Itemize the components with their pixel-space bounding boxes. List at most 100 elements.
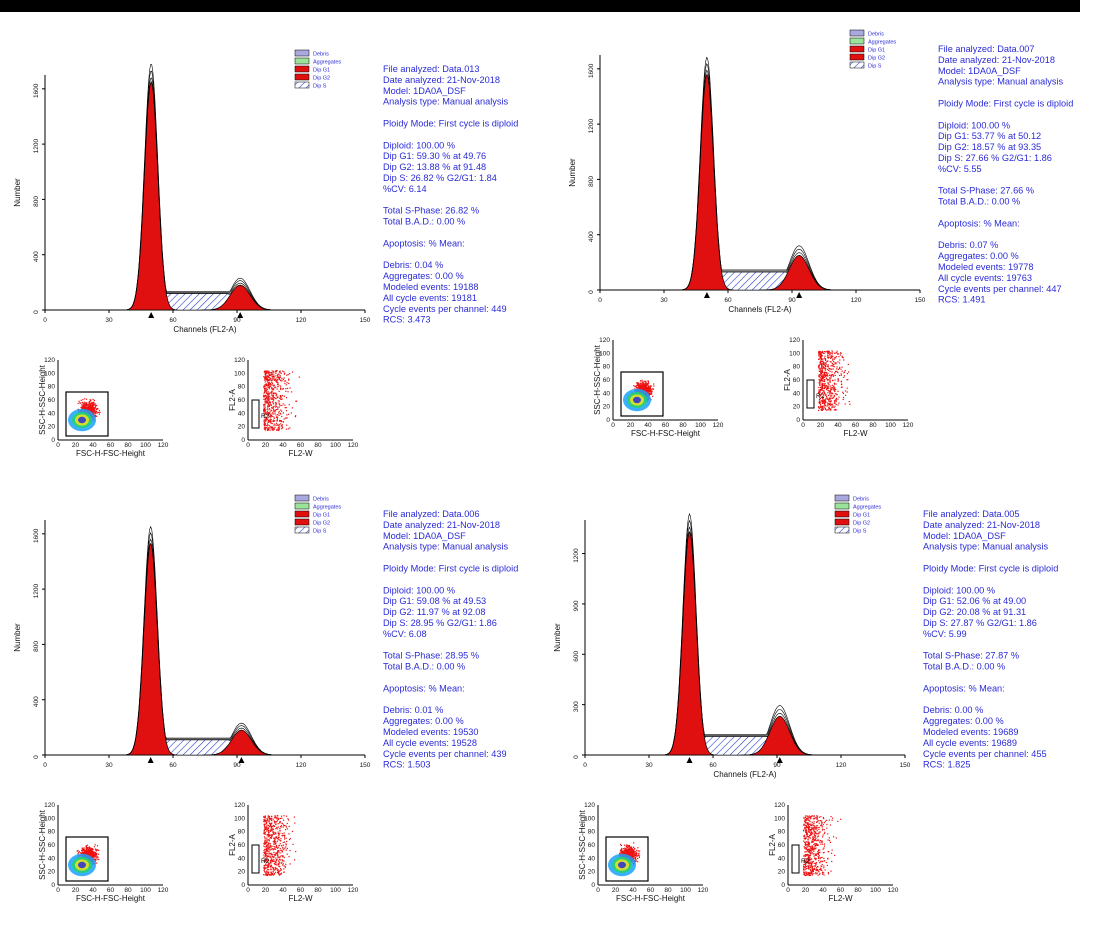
scatter-point	[821, 352, 822, 353]
scatter-point	[286, 816, 287, 817]
scatter-point	[267, 828, 268, 829]
scatter-point	[265, 855, 266, 856]
scatter-point	[283, 824, 284, 825]
scatter-point	[817, 840, 818, 841]
scatter-point	[274, 820, 275, 821]
analysis-info-line: Dip G2: 20.08 % at 91.31	[923, 607, 1026, 617]
scatter-point	[275, 869, 276, 870]
scatter-point	[266, 822, 267, 823]
scatter-point	[651, 389, 652, 390]
scatter-point	[273, 386, 274, 387]
scatter-point	[86, 845, 87, 846]
scatter-point	[285, 829, 286, 830]
legend-swatch	[295, 495, 309, 501]
scatter-point	[271, 828, 272, 829]
scatter-point	[282, 424, 283, 425]
scatter-point	[822, 352, 823, 353]
x-tick-label: 120	[851, 297, 862, 304]
scatter-point	[270, 837, 271, 838]
scatter-point	[834, 366, 835, 367]
scatter-point	[95, 844, 96, 845]
scatter-point	[288, 374, 289, 375]
scatter-point	[286, 382, 287, 383]
scatter-point	[272, 389, 273, 390]
scatter-point	[86, 405, 87, 406]
scatter-point	[844, 372, 845, 373]
scatter-point	[820, 382, 821, 383]
scatter-point	[803, 824, 804, 825]
scatter-point	[824, 357, 825, 358]
histogram-data-line	[109, 527, 290, 755]
scatter-point	[274, 832, 275, 833]
scatter-y-label: SSC-H-SSC-Height	[593, 344, 602, 415]
scatter-point	[841, 367, 842, 368]
scatter-point	[830, 377, 831, 378]
scatter-point	[271, 849, 272, 850]
scatter-point	[271, 399, 272, 400]
scatter-point	[287, 391, 288, 392]
scatter-point	[83, 849, 84, 850]
scatter-point	[635, 853, 636, 854]
scatter-point	[637, 858, 638, 859]
legend-label: Debris	[313, 497, 329, 503]
scatter-point	[267, 849, 268, 850]
scatter-point	[277, 815, 278, 816]
analysis-info-line: Ploidy Mode: First cycle is diploid	[383, 564, 518, 574]
legend-swatch	[295, 82, 309, 88]
scatter-point	[820, 361, 821, 362]
scatter-x-tick: 20	[262, 887, 270, 894]
scatter-point	[635, 857, 636, 858]
scatter-point	[821, 823, 822, 824]
scatter-point	[834, 390, 835, 391]
scatter-point	[824, 379, 825, 380]
scatter-point	[814, 847, 815, 848]
scatter-point	[267, 408, 268, 409]
scatter-point	[277, 818, 278, 819]
y-tick-label: 1600	[33, 83, 40, 98]
scatter-point	[287, 848, 288, 849]
x-axis-label: Channels (FL2-A)	[728, 305, 791, 314]
scatter-point	[809, 817, 810, 818]
scatter-point	[279, 371, 280, 372]
scatter-point	[272, 867, 273, 868]
scatter-point	[266, 838, 267, 839]
x-tick-label: 0	[43, 762, 47, 769]
scatter-point	[265, 406, 266, 407]
scatter-point	[829, 840, 830, 841]
scatter-y-label: FL2-A	[768, 833, 777, 855]
analysis-info-line: Total S-Phase: 27.66 %	[938, 186, 1034, 196]
scatter-point	[90, 407, 91, 408]
scatter-point	[834, 379, 835, 380]
scatter-point	[823, 390, 824, 391]
scatter-point	[622, 852, 623, 853]
scatter-point	[832, 363, 833, 364]
scatter-point	[270, 856, 271, 857]
scatter-point	[277, 384, 278, 385]
scatter-point	[275, 398, 276, 399]
analysis-info-line: Date analyzed: 21-Nov-2018	[383, 75, 500, 85]
scatter-point	[273, 867, 274, 868]
scatter-point	[92, 399, 93, 400]
scatter-point	[284, 842, 285, 843]
scatter-point	[277, 407, 278, 408]
scatter-y-tick: 20	[238, 424, 246, 431]
scatter-point	[278, 826, 279, 827]
scatter-point	[283, 868, 284, 869]
scatter-x-tick: 100	[140, 442, 151, 449]
scatter-point	[283, 865, 284, 866]
legend-label: Debris	[853, 497, 869, 503]
scatter-point	[811, 858, 812, 859]
scatter-point	[284, 381, 285, 382]
scatter-point	[631, 847, 632, 848]
legend-swatch	[835, 503, 849, 509]
scatter-point	[268, 409, 269, 410]
scatter-point	[830, 388, 831, 389]
scatter-point	[271, 818, 272, 819]
scatter-x-tick: 100	[885, 422, 896, 429]
analysis-info-line: Ploidy Mode: First cycle is diploid	[383, 119, 518, 129]
scatter-point	[810, 823, 811, 824]
scatter-point	[273, 852, 274, 853]
y-tick-label: 800	[33, 641, 40, 652]
scatter-point	[275, 849, 276, 850]
scatter-point	[821, 363, 822, 364]
